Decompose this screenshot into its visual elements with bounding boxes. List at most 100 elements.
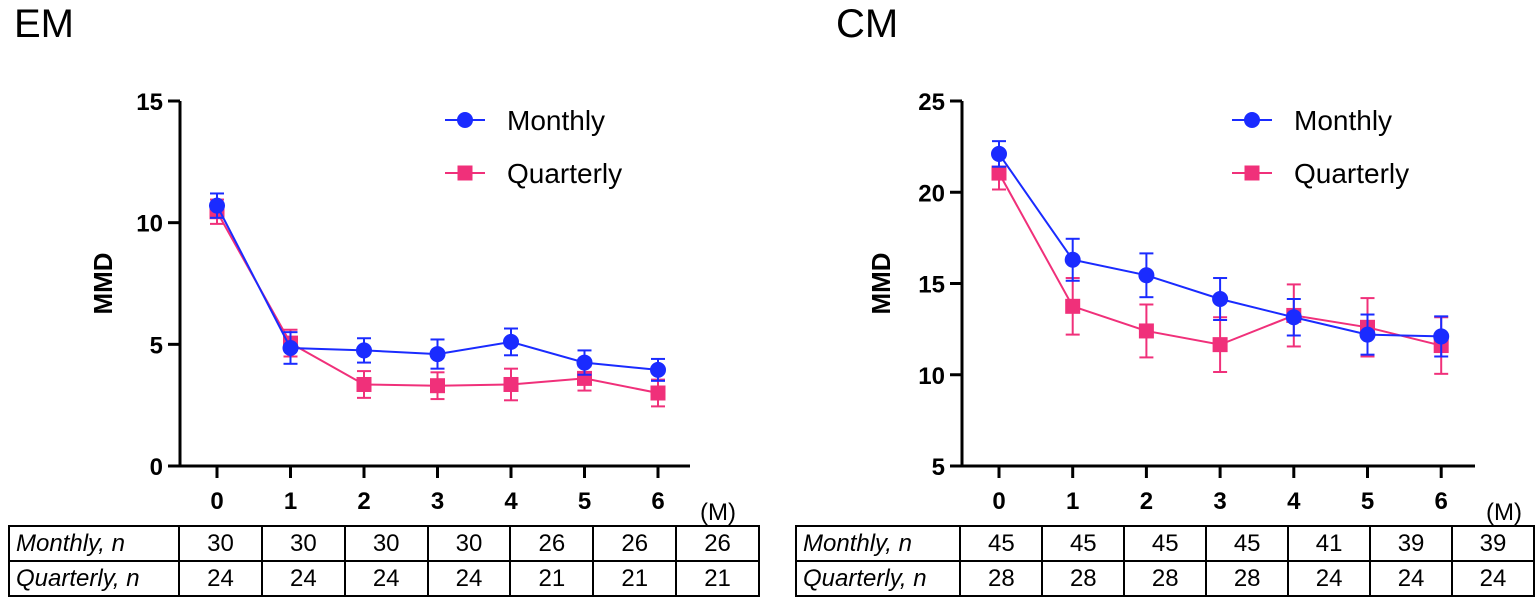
table-cell: 28 <box>1205 560 1290 597</box>
table-row-label: Quarterly, n <box>794 560 962 597</box>
table-cell: 24 <box>178 560 263 597</box>
series-monthly <box>209 192 666 382</box>
y-tick-label: 15 <box>136 89 163 116</box>
x-tick-label: 2 <box>1140 488 1153 515</box>
table-cell: 30 <box>343 525 429 562</box>
y-axis-label: MMD <box>88 252 118 314</box>
data-point-monthly <box>1433 328 1450 345</box>
legend-label: Monthly <box>507 105 605 136</box>
sample-size-table-em: Monthly, n 30 30 30 30 26 26 26 Quarterly, n 24 24… <box>7 525 760 597</box>
table-cell: 28 <box>1041 560 1126 597</box>
data-point-monthly <box>991 145 1007 162</box>
table-cell: 26 <box>675 525 760 562</box>
table-row-label: Monthly, n <box>7 525 181 562</box>
x-tick-label: 6 <box>1435 488 1448 515</box>
table-cell: 45 <box>1123 525 1208 562</box>
y-axis-label: MMD <box>866 252 896 314</box>
data-point-monthly <box>282 339 299 356</box>
data-point-quarterly <box>991 165 1007 181</box>
x-tick-label: 3 <box>1213 488 1226 515</box>
y-tick-label: 10 <box>136 211 163 238</box>
table-cell: 24 <box>1287 560 1372 597</box>
legend-entry-quarterly: Quarterly <box>1232 158 1409 189</box>
chart-panel-em: EM 0 5 10 15 0 1 2 3 4 5 6 (M) MMD Monthly Quarterly M… <box>0 0 760 613</box>
chart-em-plot: 0 5 10 15 0 1 2 3 4 5 6 (M) MMD Monthly Quarterly <box>88 89 736 526</box>
x-tick-label: 0 <box>210 488 223 515</box>
x-tick-label: 2 <box>357 488 370 515</box>
data-point-monthly <box>1285 309 1302 326</box>
y-tick-label: 20 <box>918 180 945 207</box>
table-cell: 24 <box>1451 560 1535 597</box>
y-tick-label: 25 <box>918 89 945 116</box>
chart-cm-plot: 5 10 15 20 25 0 1 2 3 4 5 6 (M) MMD Monthly Quarterly <box>866 89 1522 526</box>
table-cell: 39 <box>1451 525 1535 562</box>
data-point-monthly <box>1064 251 1081 268</box>
table-cell: 41 <box>1287 525 1372 562</box>
series-monthly <box>991 140 1450 358</box>
table-cell: 28 <box>959 560 1044 597</box>
y-tick-label: 0 <box>150 454 163 481</box>
table-cell: 21 <box>592 560 678 597</box>
table-row-label: Quarterly, n <box>7 560 181 597</box>
table-cell: 28 <box>1123 560 1208 597</box>
chart-panel-cm: CM 5 10 15 20 25 0 1 2 3 4 5 6 (M) MMD Monthly Quarterl… <box>770 0 1535 613</box>
table-cell: 24 <box>1369 560 1454 597</box>
data-point-quarterly <box>1138 323 1154 339</box>
x-tick-label: 5 <box>1361 488 1374 515</box>
table-cell: 24 <box>426 560 512 597</box>
table-cell: 26 <box>509 525 595 562</box>
x-tick-label: 0 <box>992 488 1005 515</box>
data-point-monthly <box>429 346 446 363</box>
table-cell: 26 <box>592 525 678 562</box>
data-point-quarterly <box>1065 298 1081 314</box>
data-point-quarterly <box>503 376 519 392</box>
table-row: Monthly, n 30 30 30 30 26 26 26 <box>7 525 760 562</box>
data-point-monthly <box>209 197 225 214</box>
data-point-monthly <box>1138 267 1155 284</box>
data-point-monthly <box>1359 326 1376 343</box>
y-tick-label: 5 <box>932 454 945 481</box>
legend-marker-square <box>457 165 473 181</box>
series-quarterly <box>209 198 666 408</box>
table-cell: 45 <box>1205 525 1290 562</box>
data-point-quarterly <box>430 378 445 394</box>
x-axis-unit-label: (M) <box>1486 499 1522 526</box>
sample-size-table-cm: Monthly, n 45 45 45 45 41 39 39 Quarterly, n 28 28… <box>794 525 1535 597</box>
data-point-quarterly <box>356 376 372 392</box>
data-point-quarterly <box>650 385 666 401</box>
data-point-monthly <box>1212 291 1229 308</box>
x-tick-label: 5 <box>578 488 591 515</box>
data-point-monthly <box>503 333 519 350</box>
table-cell: 39 <box>1369 525 1454 562</box>
table-row-label: Monthly, n <box>794 525 962 562</box>
x-tick-label: 1 <box>1066 488 1079 515</box>
table-row: Monthly, n 45 45 45 45 41 39 39 <box>794 525 1535 562</box>
data-point-monthly <box>650 361 666 378</box>
y-tick-label: 15 <box>918 272 945 299</box>
table-cell: 30 <box>260 525 346 562</box>
panel-title: CM <box>836 2 899 46</box>
legend-label: Monthly <box>1294 105 1392 136</box>
table-cell: 30 <box>178 525 263 562</box>
table-cell: 30 <box>426 525 512 562</box>
table-row: Quarterly, n 24 24 24 24 21 21 21 <box>7 560 760 597</box>
panel-title: EM <box>14 2 74 46</box>
table-cell: 21 <box>675 560 760 597</box>
x-tick-label: 6 <box>651 488 664 515</box>
x-tick-label: 4 <box>504 488 518 515</box>
table-cell: 45 <box>1041 525 1126 562</box>
data-point-monthly <box>356 342 372 359</box>
legend-marker-circle <box>457 112 473 128</box>
x-axis-unit-label: (M) <box>700 499 736 526</box>
legend-entry-monthly: Monthly <box>445 105 605 136</box>
legend-entry-monthly: Monthly <box>1232 105 1392 136</box>
x-tick-label: 4 <box>1287 488 1301 515</box>
x-tick-label: 1 <box>284 488 297 515</box>
x-tick-label: 3 <box>431 488 444 515</box>
legend-label: Quarterly <box>1294 158 1409 189</box>
series-quarterly <box>991 155 1449 375</box>
y-tick-label: 5 <box>150 332 163 359</box>
y-tick-label: 10 <box>918 363 945 390</box>
data-point-quarterly <box>1212 337 1228 353</box>
legend-marker-circle <box>1244 112 1260 128</box>
